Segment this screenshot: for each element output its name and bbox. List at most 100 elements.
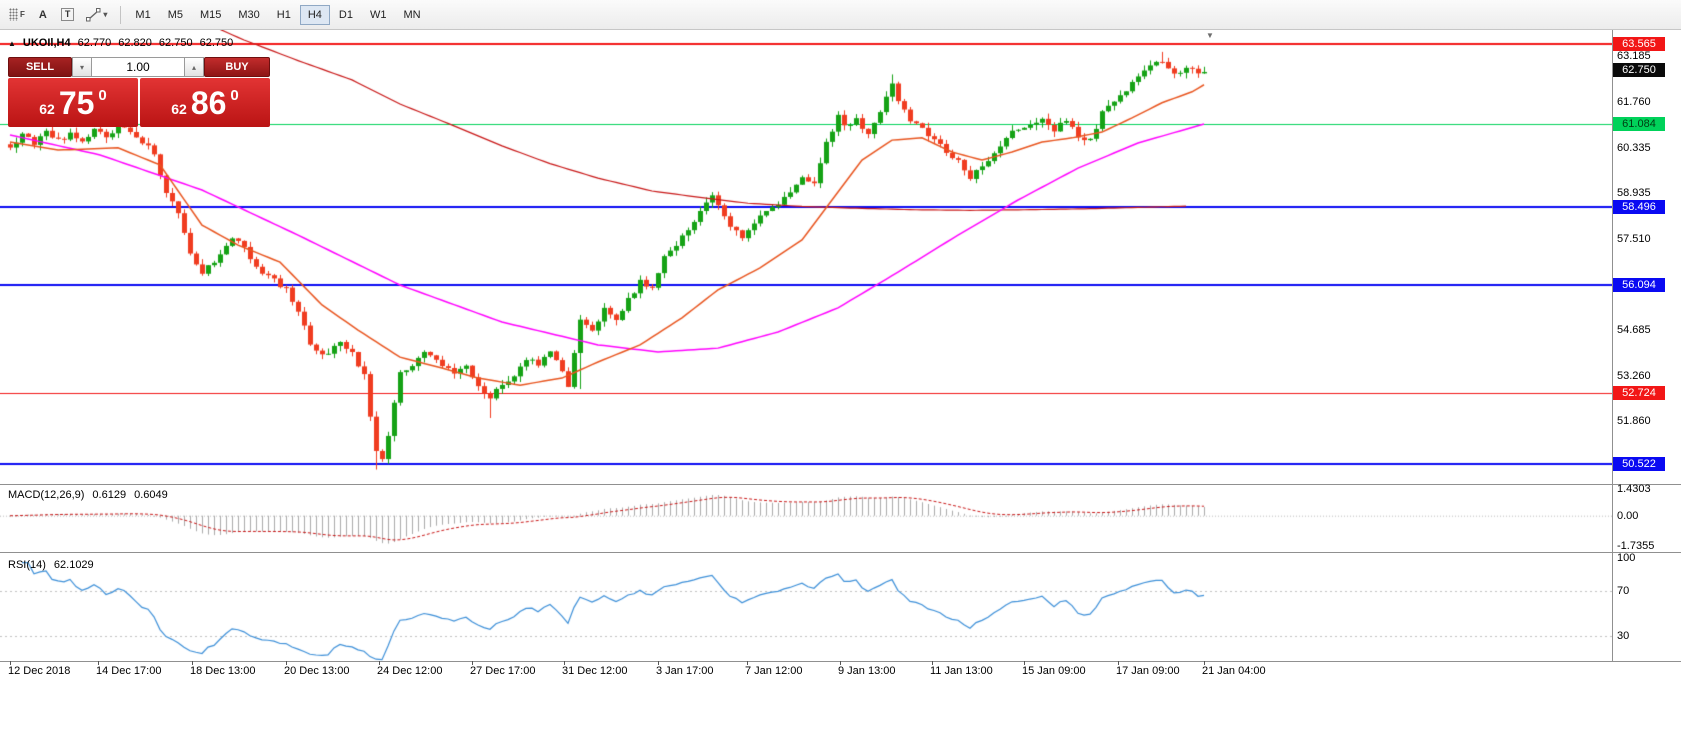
time-axis-tick	[1204, 661, 1205, 665]
price-scale-label: 63.185	[1617, 50, 1651, 63]
rsi-panel-canvas[interactable]	[0, 554, 1612, 661]
price-scale-divider	[1612, 30, 1613, 661]
time-axis-label: 14 Dec 17:00	[96, 665, 162, 677]
time-axis-tick	[1118, 661, 1119, 665]
grid-dots-icon	[9, 8, 18, 21]
letter-a-icon: A	[38, 8, 47, 21]
sell-price-pips: 75	[58, 84, 95, 121]
time-axis-label: 15 Jan 09:00	[1022, 665, 1086, 677]
price-level-badge: 63.565	[1613, 37, 1665, 51]
time-axis-label: 12 Dec 2018	[8, 665, 71, 677]
time-axis-tick	[286, 661, 287, 665]
time-axis-label: 7 Jan 12:00	[745, 665, 803, 677]
volume-input[interactable]	[92, 57, 184, 77]
time-axis-tick	[747, 661, 748, 665]
time-axis-tick	[1024, 661, 1025, 665]
price-scale-label: 57.510	[1617, 232, 1651, 245]
buy-price-frac: 0	[230, 87, 239, 104]
timeframe-button-m15[interactable]: M15	[199, 8, 222, 21]
trendline-icon	[86, 7, 101, 21]
macd-main-value: 0.6129	[92, 489, 127, 501]
buy-price-whole: 62	[171, 100, 187, 117]
chevron-down-icon: ▾	[103, 10, 108, 19]
chart-shift-marker-icon[interactable]: ▼	[1206, 31, 1214, 40]
rsi-value: 62.1029	[53, 559, 94, 571]
trade-prices-row: 62 75 0 62 86 0	[8, 78, 270, 127]
rsi-scale-label: 100	[1617, 552, 1636, 564]
price-scale-label: 60.335	[1617, 142, 1651, 154]
rsi-label-row: RSI(14) 62.1029	[8, 559, 94, 571]
timeframe-button-d1[interactable]: D1	[338, 8, 353, 21]
ohlc-open-value: 62.770	[77, 37, 112, 49]
chart-title: ▲ UKOIl,H4 62.770 62.820 62.750 62.750	[8, 37, 233, 49]
shapes-tool-button[interactable]: ▾	[81, 4, 112, 26]
macd-label-row: MACD(12,26,9) 0.6129 0.6049	[8, 489, 168, 501]
macd-scale-label: 0.00	[1617, 509, 1639, 522]
text-label-tool-button[interactable]: T	[56, 4, 80, 26]
time-axis-label: 17 Jan 09:00	[1116, 665, 1180, 677]
price-scale-label: 51.860	[1617, 414, 1651, 427]
sell-price-frac: 0	[98, 87, 107, 104]
time-axis-tick	[932, 661, 933, 665]
time-axis-tick	[658, 661, 659, 665]
price-scale-label: 53.260	[1617, 369, 1651, 382]
timeframe-button-m5[interactable]: M5	[167, 8, 183, 21]
timeframe-button-h4[interactable]: H4	[299, 4, 330, 25]
time-axis-tick	[379, 661, 380, 665]
chevron-up-icon: ▴	[191, 62, 196, 72]
time-axis-label: 20 Dec 13:00	[284, 665, 350, 677]
macd-scale-label: -1.7355	[1617, 540, 1655, 552]
price-level-badge: 61.084	[1613, 116, 1665, 131]
price-scale-label: 54.685	[1617, 323, 1651, 336]
time-axis-tick	[840, 661, 841, 665]
text-annotation-tool-button[interactable]: A	[32, 4, 54, 26]
timeframe-button-w1[interactable]: W1	[369, 8, 387, 21]
grid-dots-tool-button[interactable]: F	[4, 4, 30, 26]
timeframe-button-m30[interactable]: M30	[238, 8, 260, 21]
rsi-scale-label: 70	[1617, 584, 1630, 597]
timeframe-button-h1[interactable]: H1	[276, 8, 291, 21]
chart-macd-divider[interactable]	[0, 484, 1681, 485]
price-level-badge: 58.496	[1613, 200, 1665, 215]
macd-scale-label: 1.4303	[1617, 483, 1651, 495]
sell-price-tile[interactable]: 62 75 0	[8, 78, 138, 127]
price-level-badge: 62.750	[1613, 63, 1665, 78]
sell-price-whole: 62	[39, 100, 55, 117]
time-axis-tick	[192, 661, 193, 665]
buy-button[interactable]: BUY	[204, 57, 270, 77]
letter-t-icon: T	[60, 8, 75, 21]
time-axis-label: 3 Jan 17:00	[656, 665, 714, 677]
buy-price-pips: 86	[190, 84, 227, 121]
rsi-scale-label: 30	[1617, 629, 1630, 642]
macd-signal-value: 0.6049	[134, 489, 168, 501]
time-axis-tick	[98, 661, 99, 665]
ohlc-close-value: 62.750	[199, 37, 234, 49]
trade-controls-row: SELL ▾ ▴ BUY	[8, 57, 270, 77]
buy-price-tile[interactable]: 62 86 0	[140, 78, 270, 127]
price-scale-label: 61.760	[1617, 96, 1651, 109]
chart-symbol-label: UKOIl,H4	[22, 37, 71, 49]
volume-decrease-button[interactable]: ▾	[72, 57, 92, 77]
price-scale-label: 58.935	[1617, 187, 1651, 200]
volume-increase-button[interactable]: ▴	[184, 57, 204, 77]
time-axis-label: 11 Jan 13:00	[930, 665, 993, 677]
time-axis-tick	[472, 661, 473, 665]
timeframe-button-m1[interactable]: M1	[135, 8, 151, 21]
macd-indicator-label: MACD(12,26,9)	[8, 489, 85, 501]
sell-button[interactable]: SELL	[8, 57, 72, 77]
toolbar: F A T ▾ M1 M5 M15 M30 H1 H4 D1 W1 MN	[0, 0, 1681, 30]
time-axis-label: 21 Jan 04:00	[1202, 665, 1266, 677]
rsi-indicator-label: RSI(14)	[8, 559, 46, 571]
time-axis-tick	[564, 661, 565, 665]
price-level-badge: 50.522	[1613, 456, 1665, 471]
macd-panel-canvas[interactable]	[0, 485, 1612, 552]
symbol-direction-icon: ▲	[8, 38, 16, 48]
macd-rsi-divider[interactable]	[0, 552, 1681, 553]
price-level-badge: 52.724	[1613, 386, 1665, 401]
ohlc-low-value: 62.750	[158, 37, 193, 49]
ohlc-high-value: 62.820	[118, 37, 152, 49]
toolbar-separator	[120, 5, 122, 24]
timeframe-button-mn[interactable]: MN	[403, 8, 421, 21]
timeframe-button-group: M1 M5 M15 M30 H1 H4 D1 W1 MN	[127, 4, 429, 25]
one-click-trading-panel: SELL ▾ ▴ BUY 62 75 0 62 86 0	[8, 57, 270, 127]
